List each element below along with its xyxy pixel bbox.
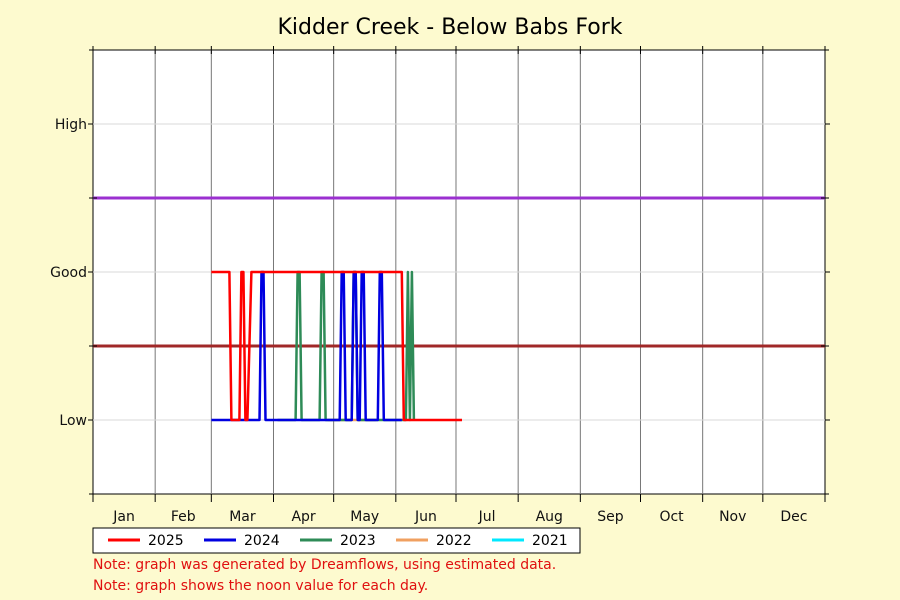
axes: Jan Feb Mar Apr May Jun Jul Aug Sep Oct Nov Dec Low G… xyxy=(50,46,830,525)
x-tick-label: Dec xyxy=(780,509,807,525)
series-lines xyxy=(211,270,462,422)
x-tick-label: Feb xyxy=(171,509,196,525)
y-tick-label: Good xyxy=(50,265,87,281)
x-tick-label: Sep xyxy=(597,509,624,525)
legend: 2025 2024 2023 2022 2021 xyxy=(92,527,581,554)
legend-label: 2024 xyxy=(244,533,280,549)
chart-title: Kidder Creek - Below Babs Fork xyxy=(278,15,623,40)
legend-label: 2022 xyxy=(436,533,472,549)
x-tick-label: Jul xyxy=(478,509,496,525)
x-tick-label: Mar xyxy=(229,509,256,525)
y-tick-label: High xyxy=(55,117,87,133)
x-tick-label: Jan xyxy=(112,509,135,525)
note-estimated-data: Note: graph was generated by Dreamflows,… xyxy=(93,557,557,573)
x-tick-label: Nov xyxy=(719,509,746,525)
x-tick-label: May xyxy=(350,509,379,525)
x-tick-label: Aug xyxy=(536,509,563,525)
x-tick-label: Jun xyxy=(414,509,437,525)
x-tick-label: Oct xyxy=(659,509,684,525)
note-noon-value: Note: graph shows the noon value for eac… xyxy=(93,578,429,594)
y-tick-label: Low xyxy=(59,413,87,429)
legend-label: 2021 xyxy=(532,533,568,549)
reference-lines xyxy=(93,196,825,348)
series-line-2025 xyxy=(211,270,462,422)
x-tick-label: Apr xyxy=(291,509,315,525)
legend-label: 2025 xyxy=(148,533,184,549)
legend-label: 2023 xyxy=(340,533,376,549)
